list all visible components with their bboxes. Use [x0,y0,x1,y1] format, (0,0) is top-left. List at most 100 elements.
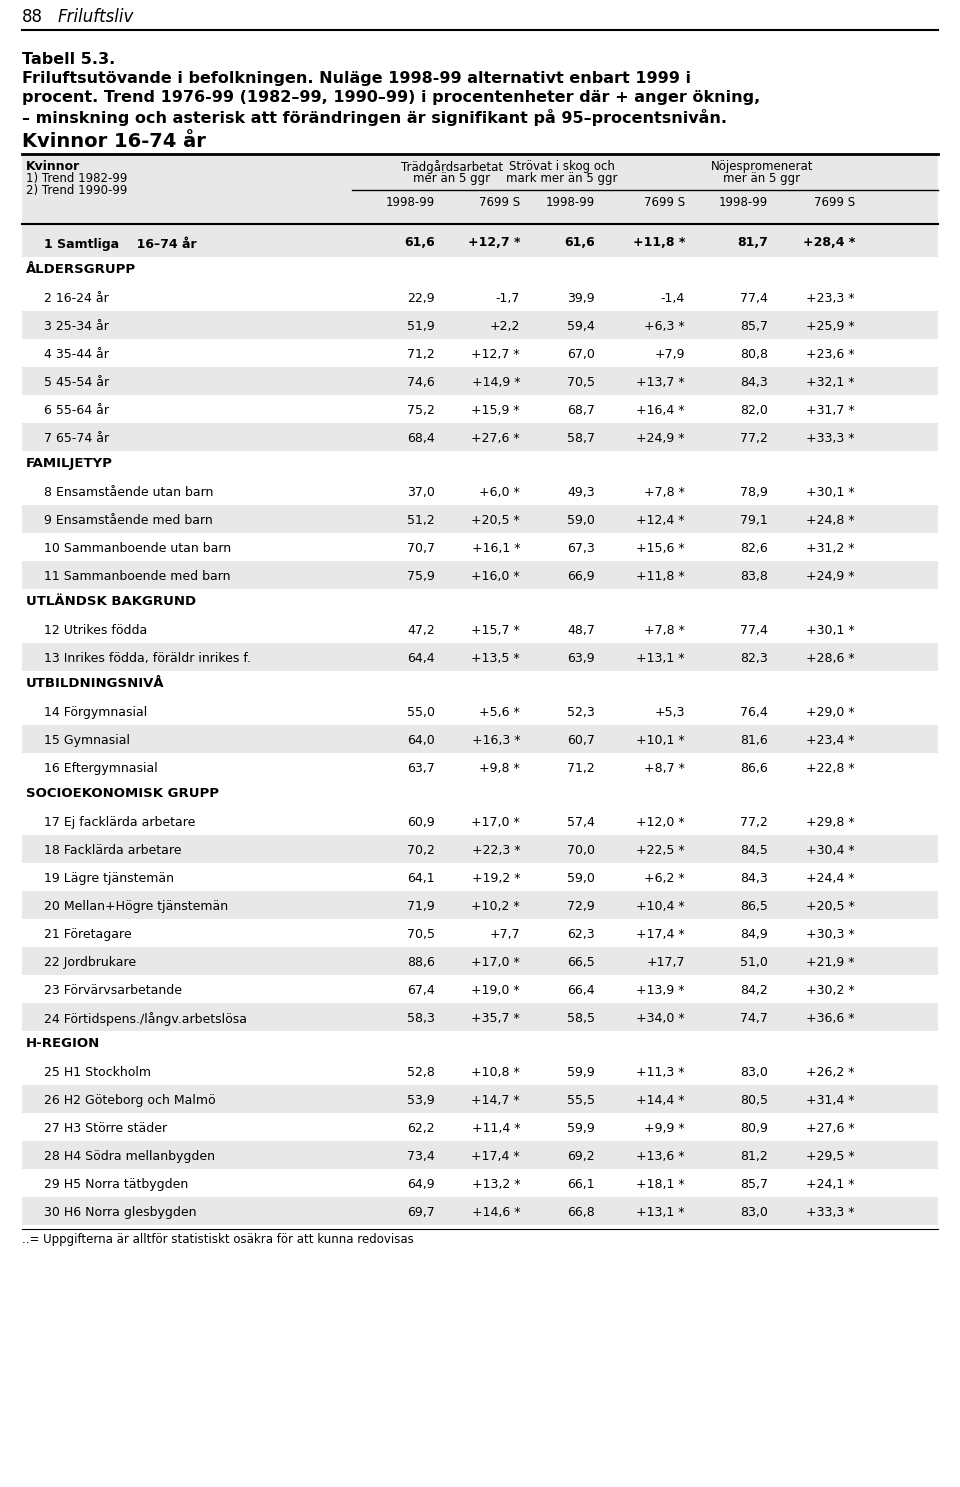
Text: 22,9: 22,9 [407,291,435,305]
Text: +13,2 *: +13,2 * [471,1178,520,1191]
Text: +14,7 *: +14,7 * [471,1094,520,1106]
Text: 70,5: 70,5 [567,376,595,390]
Text: +9,9 *: +9,9 * [644,1123,685,1135]
Text: mer än 5 ggr: mer än 5 ggr [724,172,801,184]
Text: +6,2 *: +6,2 * [644,871,685,885]
Text: 59,0: 59,0 [567,871,595,885]
Bar [22,589,938,616]
Text: +14,4 *: +14,4 * [636,1094,685,1106]
Text: +23,4 *: +23,4 * [806,735,855,746]
Text: 55,5: 55,5 [567,1094,595,1106]
Text: +29,8 *: +29,8 * [806,816,855,828]
Text: +22,8 *: +22,8 * [806,761,855,775]
Bar [22,1169,938,1197]
Text: 59,9: 59,9 [567,1066,595,1080]
Text: 64,4: 64,4 [407,651,435,665]
Text: 77,2: 77,2 [740,433,768,445]
Text: 19 Lägre tjänstemän: 19 Lägre tjänstemän [44,871,174,885]
Text: +23,3 *: +23,3 * [806,291,855,305]
Text: +24,4 *: +24,4 * [806,871,855,885]
Text: +29,5 *: +29,5 * [806,1149,855,1163]
Text: +7,8 *: +7,8 * [644,486,685,500]
Text: 7699 S: 7699 S [479,196,520,210]
Text: +16,4 *: +16,4 * [636,404,685,416]
Text: 24 Förtidspens./långv.arbetslösa: 24 Förtidspens./långv.arbetslösa [44,1013,247,1026]
Text: 63,9: 63,9 [567,651,595,665]
Text: +20,5 *: +20,5 * [471,515,520,526]
Bar [22,862,938,891]
Text: 62,2: 62,2 [407,1123,435,1135]
Text: +6,3 *: +6,3 * [644,320,685,333]
Text: 83,0: 83,0 [740,1206,768,1219]
Bar [22,451,938,477]
Text: 80,8: 80,8 [740,348,768,361]
Text: Nöjespromenerat: Nöjespromenerat [710,161,813,172]
Text: 75,2: 75,2 [407,404,435,416]
Text: 67,0: 67,0 [567,348,595,361]
Text: +12,7 *: +12,7 * [468,236,520,248]
Text: 58,3: 58,3 [407,1013,435,1025]
Text: UTLÄNDSK BAKGRUND: UTLÄNDSK BAKGRUND [26,595,196,608]
Text: +23,6 *: +23,6 * [806,348,855,361]
Text: +17,4 *: +17,4 * [636,928,685,941]
Text: 52,3: 52,3 [567,706,595,720]
Bar [22,477,938,506]
Text: 64,1: 64,1 [407,871,435,885]
Text: mer än 5 ggr: mer än 5 ggr [414,172,491,184]
Text: 9 Ensamstående med barn: 9 Ensamstående med barn [44,515,213,526]
Text: 70,5: 70,5 [407,928,435,941]
Text: 82,3: 82,3 [740,651,768,665]
Text: 11 Sammanboende med barn: 11 Sammanboende med barn [44,570,230,583]
Text: +7,9: +7,9 [655,348,685,361]
Text: 75,9: 75,9 [407,570,435,583]
Text: +35,7 *: +35,7 * [471,1013,520,1025]
Text: 14 Förgymnasial: 14 Förgymnasial [44,706,147,720]
Text: 16 Eftergymnasial: 16 Eftergymnasial [44,761,157,775]
Text: 53,9: 53,9 [407,1094,435,1106]
Text: 6 55-64 år: 6 55-64 år [44,404,109,416]
Text: +10,4 *: +10,4 * [636,900,685,913]
Text: +32,1 *: +32,1 * [806,376,855,390]
Text: 83,0: 83,0 [740,1066,768,1080]
Text: 70,2: 70,2 [407,845,435,857]
Bar [22,1030,938,1057]
Text: 25 H1 Stockholm: 25 H1 Stockholm [44,1066,151,1080]
Text: +7,8 *: +7,8 * [644,625,685,636]
Text: 66,1: 66,1 [567,1178,595,1191]
Bar [22,752,938,781]
Text: +27,6 *: +27,6 * [806,1123,855,1135]
Bar [22,156,938,225]
Text: 26 H2 Göteborg och Malmö: 26 H2 Göteborg och Malmö [44,1094,216,1106]
Bar [22,1086,938,1112]
Bar [22,697,938,726]
Text: +29,0 *: +29,0 * [806,706,855,720]
Text: 7699 S: 7699 S [814,196,855,210]
Text: +17,0 *: +17,0 * [471,816,520,828]
Text: 37,0: 37,0 [407,486,435,500]
Text: 86,5: 86,5 [740,900,768,913]
Bar [22,671,938,697]
Text: 63,7: 63,7 [407,761,435,775]
Text: +17,0 *: +17,0 * [471,956,520,970]
Bar [22,726,938,752]
Text: 69,7: 69,7 [407,1206,435,1219]
Text: +13,1 *: +13,1 * [636,1206,685,1219]
Text: 20 Mellan+Högre tjänstemän: 20 Mellan+Högre tjänstemän [44,900,228,913]
Text: 61,6: 61,6 [564,236,595,248]
Text: +30,2 *: +30,2 * [806,984,855,996]
Text: 57,4: 57,4 [567,816,595,828]
Text: +25,9 *: +25,9 * [806,320,855,333]
Text: 59,9: 59,9 [567,1123,595,1135]
Text: 5 45-54 år: 5 45-54 år [44,376,109,390]
Text: +21,9 *: +21,9 * [806,956,855,970]
Text: +34,0 *: +34,0 * [636,1013,685,1025]
Text: 82,0: 82,0 [740,404,768,416]
Bar [22,1197,938,1225]
Bar [22,311,938,339]
Bar [22,1004,938,1030]
Text: Strövat i skog och: Strövat i skog och [509,161,615,172]
Text: +2,2: +2,2 [490,320,520,333]
Text: 76,4: 76,4 [740,706,768,720]
Bar [22,781,938,807]
Text: 29 H5 Norra tätbygden: 29 H5 Norra tätbygden [44,1178,188,1191]
